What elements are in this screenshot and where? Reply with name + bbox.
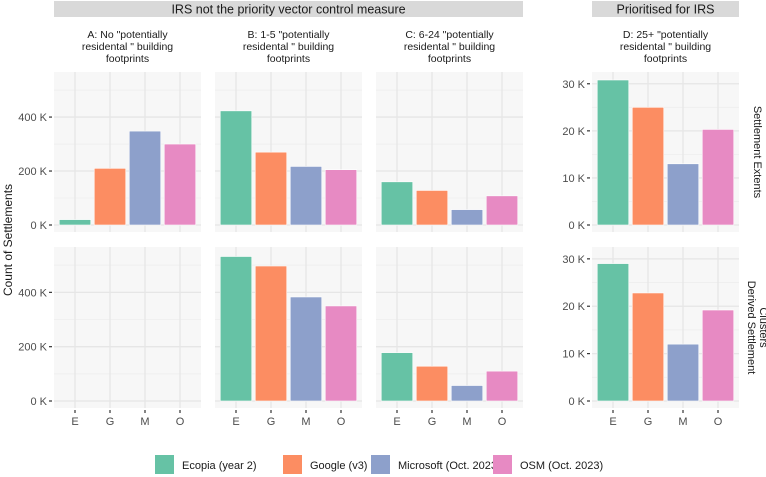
x-tick-label: G [644, 416, 653, 428]
x-tick-label: G [106, 416, 115, 428]
bar-g [254, 151, 288, 226]
y-tick-label: 20 K [562, 126, 585, 138]
group-strip-label: IRS not the priority vector control meas… [171, 3, 405, 17]
x-tick-label: M [462, 416, 471, 428]
x-tick-label: O [714, 416, 723, 428]
bar-m [289, 166, 323, 226]
legend-swatch [283, 455, 302, 474]
bar-g [254, 265, 288, 402]
legend-label: OSM (Oct. 2023) [520, 460, 603, 472]
bar-e [219, 110, 253, 226]
row-strip-label: Clusters [757, 307, 766, 348]
panel-title: A: No "potentially [87, 29, 168, 41]
x-tick-label: O [337, 416, 346, 428]
panel-title: footprints [267, 53, 310, 65]
bar-g [93, 168, 127, 226]
panel-title: residental " building [82, 41, 173, 53]
panel-background [54, 247, 201, 408]
bar-e [380, 181, 414, 226]
bar-o [701, 129, 735, 226]
y-tick-label: 200 K [18, 166, 47, 178]
bar-m [450, 209, 484, 226]
x-tick-label: M [301, 416, 310, 428]
bar-e [380, 352, 414, 402]
legend-swatch [155, 455, 174, 474]
bar-e [596, 79, 630, 226]
panel-title: D: 25+ "potentially [623, 29, 709, 41]
bar-o [324, 169, 358, 226]
panel-title: residental " building [404, 41, 495, 53]
panel-title: footprints [106, 53, 149, 65]
panel-title: footprints [644, 53, 687, 65]
bar-m [289, 296, 323, 402]
bar-m [666, 343, 700, 402]
x-tick-label: E [609, 416, 616, 428]
y-tick-label: 0 K [30, 220, 47, 232]
group-strip [54, 1, 523, 17]
bar-m [450, 385, 484, 402]
y-tick-label: 0 K [30, 396, 47, 408]
legend-swatch [493, 455, 512, 474]
row-strip-label: Derived Settlement [745, 281, 757, 375]
group-strip [592, 1, 739, 17]
bar-o [701, 309, 735, 402]
bar-m [666, 163, 700, 226]
x-tick-label: G [428, 416, 437, 428]
panel-title: C: 6-24 "potentially [405, 29, 494, 41]
y-tick-label: 400 K [18, 287, 47, 299]
bar-e [58, 219, 92, 226]
legend-label: Google (v3) [310, 460, 367, 472]
bar-e [219, 256, 253, 402]
panel-title: footprints [428, 53, 471, 65]
y-tick-label: 30 K [562, 79, 585, 91]
x-tick-label: O [498, 416, 507, 428]
bar-o [324, 305, 358, 402]
bar-o [163, 143, 197, 226]
y-tick-label: 0 K [568, 396, 585, 408]
y-tick-label: 30 K [562, 254, 585, 266]
y-tick-label: 200 K [18, 342, 47, 354]
y-tick-label: 400 K [18, 112, 47, 124]
x-tick-label: E [232, 416, 239, 428]
bar-o [485, 370, 519, 402]
row-strip-label: Settlement Extents [751, 106, 763, 199]
bar-g [415, 365, 449, 402]
x-tick-label: M [140, 416, 149, 428]
x-tick-label: O [176, 416, 185, 428]
group-strip-label: Prioritised for IRS [617, 3, 715, 17]
panel-title: B: 1-5 "potentially [248, 29, 331, 41]
y-tick-label: 20 K [562, 301, 585, 313]
panel-title: residental " building [620, 41, 711, 53]
legend-label: Microsoft (Oct. 2023) [398, 460, 501, 472]
bar-o [485, 195, 519, 226]
bar-g [631, 292, 665, 402]
x-tick-label: G [267, 416, 276, 428]
x-tick-label: E [393, 416, 400, 428]
bar-g [631, 107, 665, 226]
panel-title: residental " building [243, 41, 334, 53]
bar-e [596, 263, 630, 402]
legend-swatch [371, 455, 390, 474]
y-tick-label: 10 K [562, 173, 585, 185]
x-tick-label: M [678, 416, 687, 428]
y-tick-label: 0 K [568, 220, 585, 232]
legend-label: Ecopia (year 2) [182, 460, 257, 472]
y-tick-label: 10 K [562, 349, 585, 361]
bar-g [415, 190, 449, 226]
x-tick-label: E [71, 416, 78, 428]
bar-m [128, 130, 162, 226]
y-axis-title: Count of Settlements [1, 184, 15, 296]
